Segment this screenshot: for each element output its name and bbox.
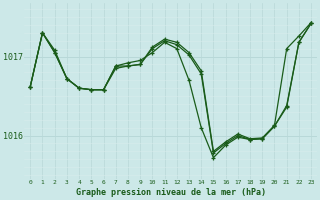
X-axis label: Graphe pression niveau de la mer (hPa): Graphe pression niveau de la mer (hPa) xyxy=(76,188,266,197)
